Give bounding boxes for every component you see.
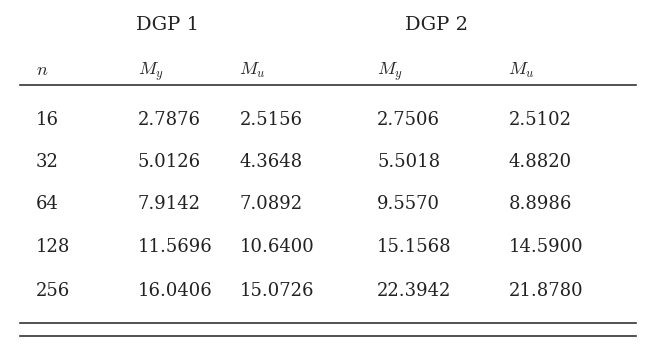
Text: 5.0126: 5.0126	[138, 153, 201, 171]
Text: 16: 16	[36, 111, 59, 129]
Text: 15.1568: 15.1568	[377, 238, 452, 256]
Text: 5.5018: 5.5018	[377, 153, 440, 171]
Text: $n$: $n$	[36, 61, 49, 79]
Text: $M_y$: $M_y$	[377, 61, 403, 83]
Text: $M_u$: $M_u$	[508, 61, 535, 80]
Text: 2.7506: 2.7506	[377, 111, 440, 129]
Text: $M_y$: $M_y$	[138, 61, 163, 83]
Text: 21.8780: 21.8780	[508, 282, 583, 300]
Text: 8.8986: 8.8986	[508, 195, 572, 213]
Text: 64: 64	[36, 195, 59, 213]
Text: 10.6400: 10.6400	[239, 238, 314, 256]
Text: 9.5570: 9.5570	[377, 195, 440, 213]
Text: 14.5900: 14.5900	[508, 238, 583, 256]
Text: 2.5156: 2.5156	[239, 111, 302, 129]
Text: 128: 128	[36, 238, 70, 256]
Text: 4.3648: 4.3648	[239, 153, 302, 171]
Text: 256: 256	[36, 282, 70, 300]
Text: 4.8820: 4.8820	[508, 153, 571, 171]
Text: 7.0892: 7.0892	[239, 195, 302, 213]
Text: DGP 2: DGP 2	[405, 16, 468, 34]
Text: 22.3942: 22.3942	[377, 282, 451, 300]
Text: 7.9142: 7.9142	[138, 195, 201, 213]
Text: 32: 32	[36, 153, 59, 171]
Text: 16.0406: 16.0406	[138, 282, 213, 300]
Text: 2.7876: 2.7876	[138, 111, 201, 129]
Text: 11.5696: 11.5696	[138, 238, 213, 256]
Text: 2.5102: 2.5102	[508, 111, 571, 129]
Text: $M_u$: $M_u$	[239, 61, 266, 80]
Text: 15.0726: 15.0726	[239, 282, 314, 300]
Text: DGP 1: DGP 1	[136, 16, 199, 34]
